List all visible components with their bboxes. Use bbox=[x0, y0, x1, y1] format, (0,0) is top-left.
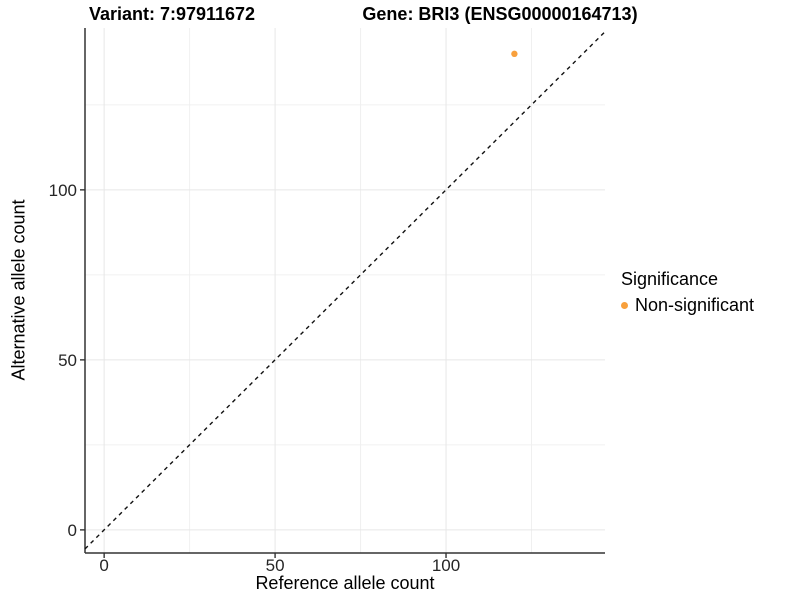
x-tick-label: 50 bbox=[266, 556, 285, 575]
legend-item-non-significant: Non-significant bbox=[621, 295, 754, 316]
identity-line bbox=[84, 31, 606, 550]
x-tick-label: 0 bbox=[99, 556, 108, 575]
plot-title-variant: Variant: 7:97911672 bbox=[88, 4, 256, 24]
x-tick-label: 100 bbox=[432, 556, 460, 575]
plot-title-gene: Gene: BRI3 (ENSG00000164713) bbox=[362, 4, 638, 24]
y-tick-label: 50 bbox=[58, 351, 77, 370]
data-point bbox=[511, 50, 518, 58]
x-axis-title: Reference allele count bbox=[255, 573, 435, 593]
y-tick-label: 0 bbox=[68, 521, 77, 540]
legend: Significance Non-significant bbox=[621, 269, 754, 316]
y-tick-label: 100 bbox=[49, 181, 77, 200]
y-axis-title: Alternative allele count bbox=[8, 199, 29, 381]
legend-item-label: Non-significant bbox=[635, 295, 755, 315]
legend-point-icon bbox=[621, 302, 628, 309]
legend-title: Significance bbox=[621, 269, 719, 289]
